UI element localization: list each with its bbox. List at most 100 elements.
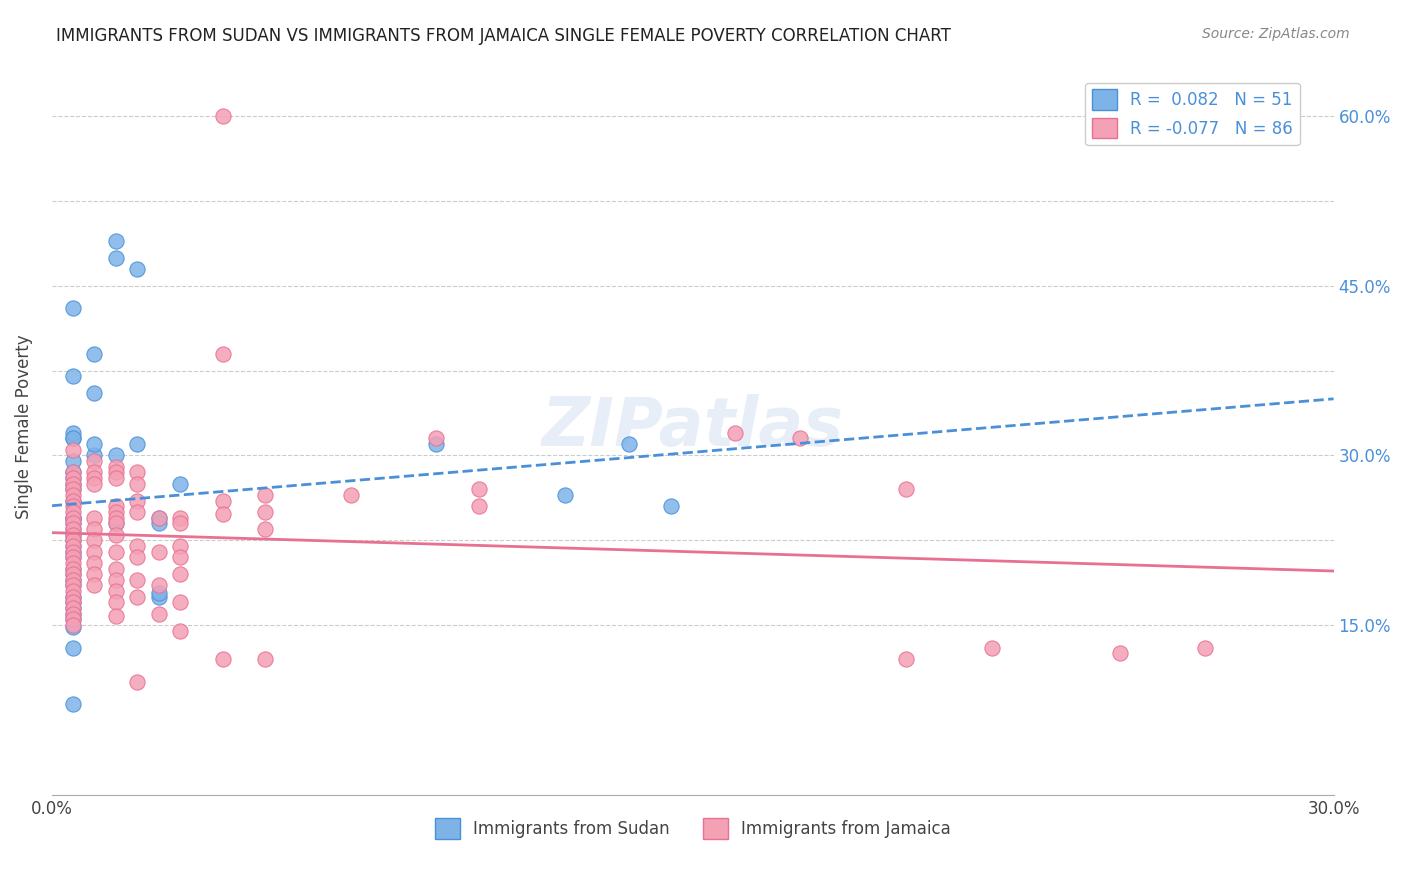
Point xyxy=(62,432,84,446)
Point xyxy=(83,544,105,558)
Point xyxy=(896,652,918,666)
Point xyxy=(83,578,105,592)
Point xyxy=(62,516,84,531)
Point xyxy=(62,369,84,384)
Point xyxy=(83,567,105,582)
Point xyxy=(62,573,84,587)
Point xyxy=(724,425,747,440)
Point xyxy=(62,544,84,558)
Point xyxy=(211,346,233,360)
Point xyxy=(104,459,127,474)
Point xyxy=(104,234,127,248)
Point xyxy=(104,471,127,485)
Point xyxy=(62,578,84,592)
Point xyxy=(62,590,84,604)
Point xyxy=(62,522,84,536)
Point xyxy=(62,527,84,541)
Point xyxy=(83,454,105,468)
Point xyxy=(62,618,84,632)
Point xyxy=(83,449,105,463)
Point xyxy=(62,510,84,524)
Point xyxy=(1109,646,1132,660)
Point xyxy=(62,544,84,558)
Point xyxy=(127,466,149,480)
Point xyxy=(468,500,491,514)
Point xyxy=(104,584,127,599)
Point xyxy=(127,476,149,491)
Legend: Immigrants from Sudan, Immigrants from Jamaica: Immigrants from Sudan, Immigrants from J… xyxy=(427,812,957,846)
Point xyxy=(83,437,105,451)
Point xyxy=(127,674,149,689)
Point xyxy=(62,471,84,485)
Point xyxy=(62,578,84,592)
Point xyxy=(62,595,84,609)
Point xyxy=(62,561,84,575)
Point xyxy=(425,437,447,451)
Point xyxy=(62,556,84,570)
Point xyxy=(62,425,84,440)
Point xyxy=(62,432,84,446)
Point xyxy=(83,522,105,536)
Point xyxy=(169,595,191,609)
Point xyxy=(254,522,277,536)
Point xyxy=(425,432,447,446)
Point xyxy=(553,488,575,502)
Point xyxy=(127,590,149,604)
Point xyxy=(980,640,1002,655)
Point xyxy=(169,624,191,638)
Point xyxy=(104,449,127,463)
Point xyxy=(83,471,105,485)
Point xyxy=(83,346,105,360)
Point xyxy=(254,488,277,502)
Point xyxy=(104,505,127,519)
Point xyxy=(659,500,682,514)
Point xyxy=(104,500,127,514)
Point xyxy=(62,301,84,316)
Point xyxy=(62,488,84,502)
Point xyxy=(62,584,84,599)
Point xyxy=(62,476,84,491)
Point xyxy=(169,539,191,553)
Point xyxy=(62,466,84,480)
Point xyxy=(104,516,127,531)
Point xyxy=(127,505,149,519)
Point xyxy=(148,516,170,531)
Point xyxy=(62,493,84,508)
Point xyxy=(62,595,84,609)
Point xyxy=(169,510,191,524)
Point xyxy=(62,612,84,626)
Point xyxy=(789,432,811,446)
Point xyxy=(62,640,84,655)
Point xyxy=(62,454,84,468)
Point xyxy=(62,601,84,615)
Point xyxy=(62,612,84,626)
Point xyxy=(148,607,170,621)
Point xyxy=(83,476,105,491)
Point xyxy=(104,561,127,575)
Point xyxy=(104,573,127,587)
Point xyxy=(169,550,191,565)
Point xyxy=(62,533,84,548)
Point xyxy=(211,652,233,666)
Point xyxy=(62,573,84,587)
Point xyxy=(62,567,84,582)
Point xyxy=(62,539,84,553)
Point xyxy=(104,595,127,609)
Text: IMMIGRANTS FROM SUDAN VS IMMIGRANTS FROM JAMAICA SINGLE FEMALE POVERTY CORRELATI: IMMIGRANTS FROM SUDAN VS IMMIGRANTS FROM… xyxy=(56,27,950,45)
Point xyxy=(62,510,84,524)
Point xyxy=(211,507,233,521)
Point xyxy=(104,544,127,558)
Point xyxy=(148,578,170,592)
Point xyxy=(83,466,105,480)
Point xyxy=(254,505,277,519)
Point xyxy=(62,476,84,491)
Point xyxy=(617,437,640,451)
Point xyxy=(468,483,491,497)
Text: Source: ZipAtlas.com: Source: ZipAtlas.com xyxy=(1202,27,1350,41)
Point xyxy=(83,556,105,570)
Point xyxy=(104,516,127,531)
Point xyxy=(211,109,233,123)
Point xyxy=(148,510,170,524)
Point xyxy=(169,567,191,582)
Point xyxy=(62,510,84,524)
